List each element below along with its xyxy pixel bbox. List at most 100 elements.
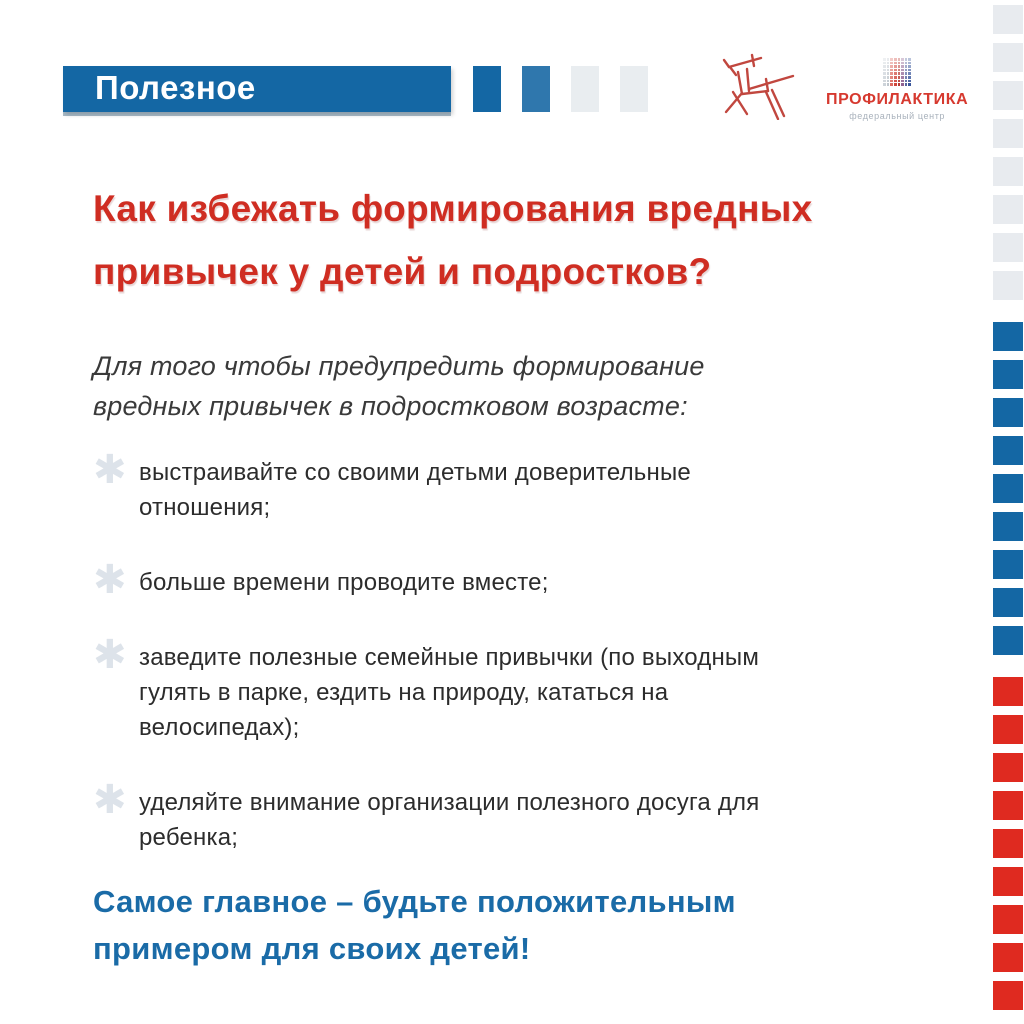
asterisk-bullet-icon: ✱ <box>93 556 127 603</box>
mosaic-cell <box>901 75 904 79</box>
rail-square-blue <box>993 322 1023 351</box>
mosaic-cell <box>897 61 901 65</box>
mosaic-cell <box>886 58 890 61</box>
header-banner: Полезное <box>63 66 451 112</box>
banner-label: Полезное <box>95 69 256 106</box>
mosaic-cell <box>890 68 894 72</box>
rail-square-blue <box>993 550 1023 579</box>
rail-square-red <box>993 867 1023 896</box>
mosaic-cell <box>897 83 901 86</box>
mosaic-cell <box>904 79 908 83</box>
header-square <box>571 66 599 112</box>
mosaic-cell <box>904 72 908 75</box>
mosaic-cell <box>901 61 904 65</box>
elk-icon <box>722 53 795 120</box>
asterisk-bullet-icon: ✱ <box>93 631 127 678</box>
mosaic-cell <box>908 79 912 83</box>
mosaic-cell <box>901 79 904 83</box>
mosaic-cell <box>890 79 894 83</box>
bullet-list: ✱ выстраивайте со своими детьми доверител… <box>93 450 931 855</box>
mosaic-cell <box>904 83 908 86</box>
header-square <box>620 66 648 112</box>
page-title: Как избежать формирования вредных привыч… <box>93 188 813 292</box>
rail-square-blue <box>993 398 1023 427</box>
mosaic-cell <box>883 75 886 79</box>
mosaic-cell <box>890 61 894 65</box>
rail-square-blue <box>993 626 1023 655</box>
mosaic-cell <box>894 72 897 75</box>
rail-square-gray <box>993 119 1023 148</box>
mosaic-cell <box>901 83 904 86</box>
asterisk-bullet-icon: ✱ <box>93 776 127 823</box>
mosaic-cell <box>883 65 886 68</box>
rail-square-red <box>993 715 1023 744</box>
asterisk-bullet-icon: ✱ <box>93 446 127 493</box>
mosaic-cell <box>886 61 890 65</box>
rail-square-gray <box>993 195 1023 224</box>
rail-square-gray <box>993 233 1023 262</box>
mosaic-cell <box>897 58 901 61</box>
rail-square-red <box>993 943 1023 972</box>
rail-square-red <box>993 677 1023 706</box>
mosaic-cell <box>901 58 904 61</box>
rail-square-blue <box>993 588 1023 617</box>
mosaic-cell <box>883 72 886 75</box>
mosaic-cell <box>897 75 901 79</box>
mosaic-cell <box>890 75 894 79</box>
mosaic-cell <box>890 83 894 86</box>
conclusion-text: Самое главное – будьте положительным при… <box>93 884 736 966</box>
mosaic-cell <box>890 65 894 68</box>
rail-square-blue <box>993 512 1023 541</box>
list-item-text: уделяйте внимание организации полезного … <box>139 788 760 851</box>
brand-logo: ПРОФИЛАКТИКА федеральный центр <box>716 50 968 121</box>
mosaic-cell <box>894 65 897 68</box>
mosaic-cell <box>897 79 901 83</box>
list-item: ✱ выстраивайте со своими детьми доверител… <box>93 450 931 525</box>
mosaic-cell <box>886 75 890 79</box>
mosaic-cell <box>908 72 912 75</box>
list-item: ✱ заведите полезные семейные привычки (по… <box>93 635 931 745</box>
header-square <box>473 66 501 112</box>
brand-name: ПРОФИЛАКТИКА <box>826 90 969 108</box>
mosaic-cell <box>886 72 890 75</box>
brand-subtitle: федеральный центр <box>849 110 946 121</box>
mosaic-cell <box>901 72 904 75</box>
mosaic-cell <box>886 83 890 86</box>
rail-square-gray <box>993 5 1023 34</box>
mosaic-cell <box>908 65 912 68</box>
intro-text: Для того чтобы предупредить формирование… <box>93 350 705 422</box>
list-item-text: заведите полезные семейные привычки (по … <box>139 643 760 741</box>
list-item-text: выстраивайте со своими детьми доверитель… <box>139 458 691 521</box>
mosaic-cell <box>894 61 897 65</box>
mosaic-cell <box>883 79 886 83</box>
mosaic-cell <box>904 61 908 65</box>
mosaic-cell <box>883 83 886 86</box>
mosaic-cell <box>883 61 886 65</box>
rail-square-red <box>993 791 1023 820</box>
rail-square-red <box>993 981 1023 1010</box>
rail-square-gray <box>993 81 1023 110</box>
rail-square-red <box>993 829 1023 858</box>
rail-square-red <box>993 905 1023 934</box>
mosaic-cell <box>904 75 908 79</box>
list-item-text: больше времени проводите вместе; <box>139 568 549 596</box>
mosaic-cell <box>894 75 897 79</box>
mosaic-cell <box>886 68 890 72</box>
mosaic-cell <box>904 68 908 72</box>
mosaic-cell <box>883 58 886 61</box>
mosaic-cell <box>908 83 912 86</box>
mosaic-cell <box>894 58 897 61</box>
mosaic-cell <box>897 72 901 75</box>
mosaic-cell <box>904 65 908 68</box>
mosaic-cell <box>908 61 912 65</box>
mosaic-cell <box>901 65 904 68</box>
mosaic-cell <box>894 79 897 83</box>
mosaic-cell <box>904 58 908 61</box>
rail-square-blue <box>993 360 1023 389</box>
main-content: Как избежать формирования вредных привыч… <box>93 178 931 972</box>
rail-square-red <box>993 753 1023 782</box>
right-rail <box>993 5 1023 1010</box>
mosaic-cell <box>908 58 912 61</box>
mosaic-cell <box>890 58 894 61</box>
